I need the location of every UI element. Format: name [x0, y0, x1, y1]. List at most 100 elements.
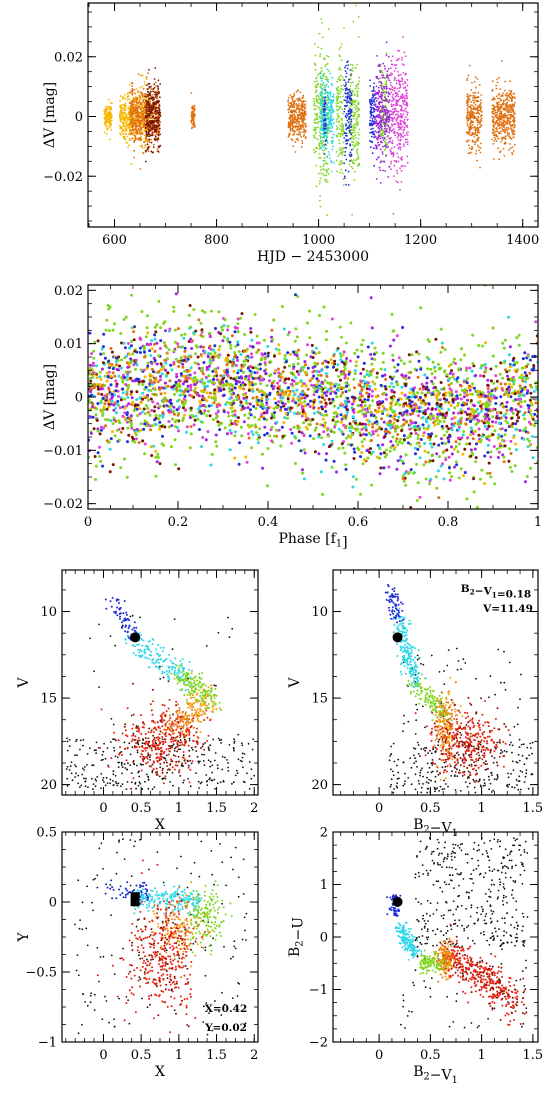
data-point: [355, 104, 358, 107]
data-point: [391, 89, 394, 91]
data-point: [293, 114, 296, 117]
data-point: [338, 93, 341, 95]
data-point: [360, 451, 364, 455]
data-point: [124, 127, 127, 130]
data-point: [320, 67, 323, 69]
data-point: [512, 127, 515, 129]
data-point: [341, 119, 344, 121]
data-point: [512, 96, 515, 99]
data-point: [295, 123, 298, 125]
data-point: [344, 81, 347, 84]
data-point: [317, 83, 319, 86]
data-point: [322, 141, 325, 144]
data-point: [287, 99, 290, 102]
data-point: [352, 141, 355, 144]
data-point: [390, 91, 393, 94]
data-point: [383, 130, 386, 133]
data-point: [470, 127, 473, 130]
data-point: [509, 80, 511, 83]
data-point: [192, 308, 196, 312]
data-point: [470, 101, 472, 103]
data-point: [155, 460, 159, 464]
data-point: [506, 122, 509, 125]
data-point: [323, 103, 325, 105]
data-point: [502, 102, 504, 105]
data-point: [496, 97, 499, 100]
data-point: [395, 63, 398, 66]
data-point: [322, 131, 325, 134]
data-point: [261, 452, 264, 456]
data-point: [154, 110, 157, 113]
data-point: [106, 127, 109, 129]
data-point: [349, 73, 352, 76]
data-point: [132, 117, 135, 120]
data-point: [345, 72, 348, 75]
data-point: [351, 140, 353, 143]
data-point: [338, 76, 340, 79]
data-point: [467, 101, 470, 104]
data-point: [479, 99, 482, 102]
data-point: [400, 169, 403, 172]
data-point: [297, 122, 300, 125]
data-point: [326, 68, 329, 71]
data-point: [509, 92, 511, 95]
data-point: [135, 88, 138, 90]
data-point: [346, 100, 349, 102]
data-point: [103, 113, 106, 116]
data-point: [502, 130, 505, 132]
data-point: [331, 148, 334, 151]
data-point: [126, 98, 129, 101]
data-point: [387, 121, 390, 123]
data-point: [193, 109, 196, 111]
data-point: [339, 370, 343, 374]
data-point: [297, 89, 299, 92]
data-point: [233, 430, 237, 434]
data-point: [394, 67, 397, 70]
data-point: [146, 101, 149, 104]
data-point: [389, 140, 391, 143]
data-point: [351, 161, 354, 164]
data-point: [136, 117, 139, 119]
data-point: [158, 127, 161, 130]
data-point: [322, 173, 324, 175]
data-point: [380, 128, 383, 131]
data-point: [345, 143, 348, 145]
data-point: [384, 106, 386, 109]
data-point: [392, 98, 395, 100]
data-point: [323, 107, 325, 110]
data-point: [382, 106, 385, 109]
data-point: [301, 119, 303, 122]
data-point: [130, 109, 133, 112]
data-point: [318, 183, 321, 185]
data-point: [119, 120, 122, 123]
data-point: [291, 378, 294, 382]
data-point: [379, 110, 381, 113]
data-point: [510, 137, 513, 140]
data-point: [474, 128, 476, 131]
data-point: [109, 126, 111, 129]
data-point: [507, 95, 510, 97]
data-point: [353, 145, 355, 148]
data-point: [159, 374, 162, 378]
data-point: [466, 77, 469, 80]
data-point: [357, 131, 360, 134]
data-point: [128, 128, 131, 131]
data-point: [127, 133, 130, 135]
data-point: [348, 129, 351, 132]
data-point: [399, 122, 402, 125]
data-point: [345, 124, 347, 127]
data-point: [324, 96, 327, 99]
data-point: [397, 70, 399, 73]
data-point: [292, 145, 295, 148]
data-point: [159, 115, 162, 118]
data-point: [339, 135, 342, 138]
data-point: [294, 125, 296, 127]
data-point: [474, 107, 477, 110]
data-point: [379, 148, 382, 151]
data-point: [342, 88, 345, 91]
data-point: [350, 114, 353, 117]
data-point: [185, 425, 189, 429]
data-point: [506, 104, 509, 106]
data-point: [143, 93, 146, 95]
data-point: [331, 105, 333, 108]
